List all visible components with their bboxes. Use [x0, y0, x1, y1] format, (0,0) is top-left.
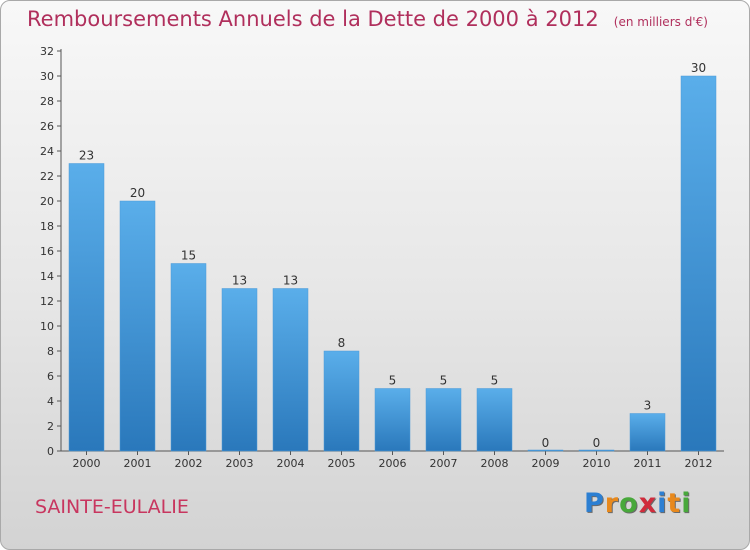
logo-letter: o [619, 488, 639, 519]
y-tick-label: 22 [40, 170, 54, 183]
chart-subtitle: (en milliers d'€) [613, 15, 708, 29]
y-tick-label: 6 [47, 370, 54, 383]
bar-2006 [374, 388, 411, 452]
value-label-2001: 20 [130, 186, 145, 200]
x-tick-label: 2008 [481, 457, 509, 470]
value-label-2006: 5 [389, 374, 397, 388]
logo-letter: P [584, 488, 605, 519]
value-label-2009: 0 [542, 436, 550, 450]
y-tick-label: 16 [40, 245, 54, 258]
value-label-2002: 15 [181, 249, 196, 263]
bar-2001 [119, 200, 156, 452]
title-block: Remboursements Annuels de la Dette de 20… [27, 7, 708, 31]
bar-2003 [221, 288, 258, 452]
chart-title: Remboursements Annuels de la Dette de 20… [27, 7, 599, 31]
x-tick-label: 2009 [532, 457, 560, 470]
x-tick-label: 2007 [430, 457, 458, 470]
value-label-2008: 5 [491, 374, 499, 388]
bar-2004 [272, 288, 309, 452]
logo-letter: r [604, 488, 620, 519]
y-tick-label: 28 [40, 95, 54, 108]
data-labels: 23 20 15 13 13 8 5 5 5 0 0 3 30 [79, 61, 706, 450]
value-label-2011: 3 [644, 399, 652, 413]
x-tick-label: 2001 [124, 457, 152, 470]
logo-letter: x [638, 488, 658, 519]
x-tick-label: 2010 [583, 457, 611, 470]
x-tick-label: 2011 [634, 457, 662, 470]
x-tick-label: 2006 [379, 457, 407, 470]
bar-2005 [323, 350, 360, 452]
x-tick-label: 2005 [328, 457, 356, 470]
value-label-2005: 8 [338, 336, 346, 350]
logo-letter: i [657, 488, 668, 519]
logo-letter: t [667, 488, 682, 519]
bar-2011 [629, 413, 666, 452]
bars [68, 75, 717, 452]
proxiti-logo: Proxiti [584, 488, 692, 519]
x-tick-label: 2003 [226, 457, 254, 470]
value-label-2004: 13 [283, 274, 298, 288]
bar-2002 [170, 263, 207, 452]
y-tick-label: 18 [40, 220, 54, 233]
bar-2008 [476, 388, 513, 452]
value-label-2007: 5 [440, 374, 448, 388]
y-tick-label: 24 [40, 145, 54, 158]
commune-name: SAINTE-EULALIE [35, 496, 189, 518]
value-label-2003: 13 [232, 274, 247, 288]
value-label-2010: 0 [593, 436, 601, 450]
x-tick-label: 2012 [685, 457, 713, 470]
y-tick-label: 12 [40, 295, 54, 308]
bar-2009 [527, 449, 564, 452]
y-tick-label: 0 [47, 445, 54, 458]
y-tick-label: 4 [47, 395, 54, 408]
y-tick-label: 32 [40, 45, 54, 58]
bar-2010 [578, 449, 615, 452]
logo-letter: i [681, 488, 692, 519]
y-tick-label: 14 [40, 270, 54, 283]
x-tick-label: 2002 [175, 457, 203, 470]
x-tick-label: 2004 [277, 457, 305, 470]
bar-2000 [68, 163, 105, 452]
y-tick-label: 20 [40, 195, 54, 208]
value-label-2012: 30 [691, 61, 706, 75]
value-label-2000: 23 [79, 149, 94, 163]
y-tick-label: 2 [47, 420, 54, 433]
bar-2012 [680, 75, 717, 452]
y-tick-label: 26 [40, 120, 54, 133]
x-tick-label: 2000 [73, 457, 101, 470]
bar-2007 [425, 388, 462, 452]
y-tick-label: 10 [40, 320, 54, 333]
y-tick-label: 8 [47, 345, 54, 358]
y-tick-label: 30 [40, 70, 54, 83]
